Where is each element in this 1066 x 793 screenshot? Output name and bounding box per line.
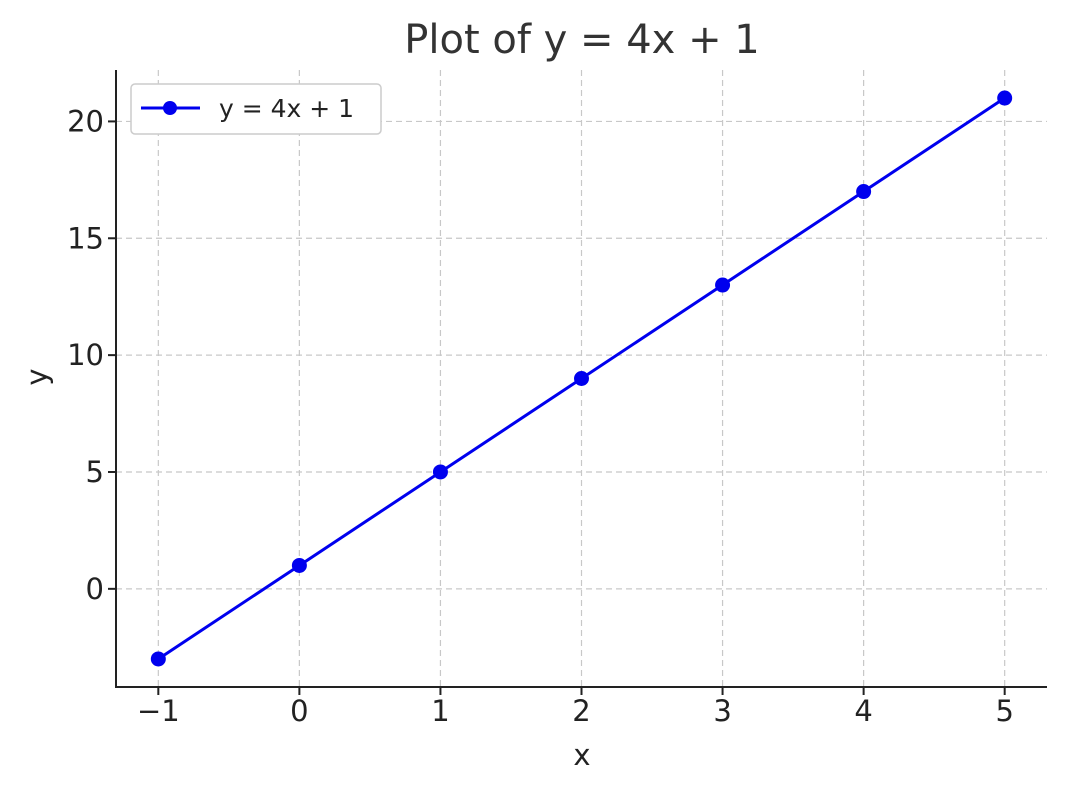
- legend-label: y = 4x + 1: [219, 94, 354, 123]
- grid: [116, 70, 1047, 687]
- legend: y = 4x + 1: [130, 83, 382, 135]
- data-point: [150, 651, 166, 667]
- data-point: [715, 277, 731, 293]
- legend-box: [130, 83, 382, 135]
- y-tick-label: 20: [67, 104, 104, 138]
- x-tick-label: 1: [431, 694, 449, 728]
- data-point: [574, 371, 589, 386]
- x-tick-label: 3: [713, 694, 731, 728]
- y-axis-label: y: [20, 368, 54, 385]
- legend-marker-swatch: [163, 101, 177, 115]
- y-axis-ticks: 0 5 10 15 20: [67, 104, 116, 606]
- x-tick-label: 2: [572, 694, 590, 728]
- x-axis-label: x: [573, 738, 590, 772]
- x-axis-ticks: −1 0 1 2 3 4 5: [137, 687, 1014, 728]
- data-point: [432, 464, 448, 480]
- data-point: [997, 90, 1013, 106]
- data-point: [291, 557, 307, 573]
- x-tick-label: 4: [854, 694, 872, 728]
- x-tick-label: 5: [995, 694, 1013, 728]
- y-tick-label: 15: [67, 221, 104, 255]
- x-tick-label: −1: [137, 694, 180, 728]
- x-tick-label: 0: [290, 694, 308, 728]
- data-point: [856, 184, 872, 200]
- series-layer: [150, 90, 1013, 667]
- chart-title: Plot of y = 4x + 1: [404, 17, 760, 63]
- y-tick-label: 5: [86, 455, 104, 489]
- y-tick-label: 0: [86, 572, 104, 606]
- y-tick-label: 10: [67, 338, 104, 372]
